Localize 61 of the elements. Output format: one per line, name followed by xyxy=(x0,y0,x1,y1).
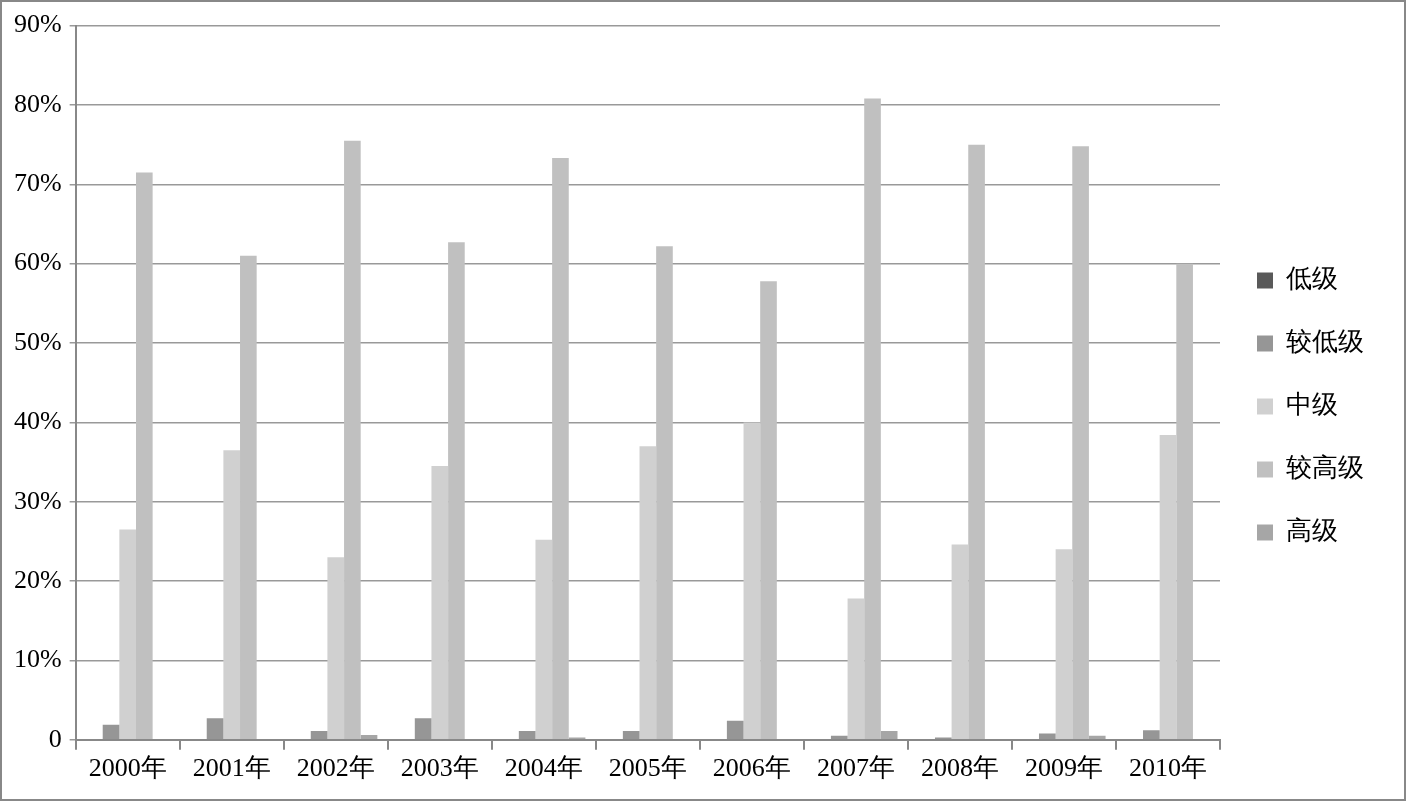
bar xyxy=(1038,733,1056,740)
bar xyxy=(968,144,985,740)
bar xyxy=(136,172,153,740)
bar xyxy=(1159,435,1177,740)
legend-label: 中级 xyxy=(1286,390,1338,420)
bar xyxy=(223,450,241,740)
bar xyxy=(119,529,136,740)
bar xyxy=(327,557,345,740)
bar xyxy=(743,422,761,740)
x-tick-label: 2007年 xyxy=(816,753,895,783)
legend-label: 低级 xyxy=(1286,264,1338,294)
x-tick-label: 2006年 xyxy=(712,753,791,783)
bar xyxy=(102,724,120,740)
x-tick-label: 2008年 xyxy=(920,753,999,783)
bar xyxy=(639,446,657,740)
x-tick-label: 2003年 xyxy=(400,753,479,783)
bar xyxy=(847,598,865,740)
x-tick-label: 2000年 xyxy=(88,753,167,783)
bar xyxy=(830,735,848,740)
y-tick-label: 30% xyxy=(13,485,62,515)
legend-label: 较低级 xyxy=(1286,327,1364,357)
bar xyxy=(1143,730,1160,740)
x-tick-label: 2001年 xyxy=(192,753,271,783)
bar xyxy=(448,242,465,740)
bar xyxy=(310,731,328,740)
y-tick-label: 90% xyxy=(13,9,62,39)
legend-label: 较高级 xyxy=(1286,453,1364,483)
bar xyxy=(622,731,640,740)
bar xyxy=(1055,549,1073,740)
bar xyxy=(1176,263,1193,740)
x-tick-label: 2002年 xyxy=(296,753,375,783)
bar xyxy=(518,731,536,740)
x-tick-label: 2005年 xyxy=(608,753,687,783)
y-tick-label: 20% xyxy=(13,564,62,594)
x-tick-label: 2004年 xyxy=(504,753,583,783)
y-tick-label: 0 xyxy=(48,723,62,753)
bar xyxy=(951,544,969,740)
bar xyxy=(760,281,777,740)
bar xyxy=(656,246,673,740)
bar xyxy=(1072,146,1089,740)
bar xyxy=(552,158,569,740)
bar xyxy=(1088,735,1106,740)
x-tick-label: 2010年 xyxy=(1128,753,1207,783)
y-tick-label: 60% xyxy=(13,247,62,277)
bar xyxy=(864,98,881,740)
x-tick-label: 2009年 xyxy=(1024,753,1103,783)
bar xyxy=(206,718,224,740)
bar xyxy=(880,731,898,740)
y-tick-label: 10% xyxy=(13,644,62,674)
bar xyxy=(344,140,361,740)
bar xyxy=(431,466,449,740)
bar xyxy=(414,718,432,740)
y-tick-label: 50% xyxy=(13,326,62,356)
bar xyxy=(360,735,378,740)
bar xyxy=(726,720,744,740)
y-tick-label: 80% xyxy=(13,88,62,118)
y-tick-label: 40% xyxy=(13,406,62,436)
legend-label: 高级 xyxy=(1286,516,1338,546)
y-tick-label: 70% xyxy=(13,168,62,198)
bar xyxy=(240,255,257,740)
bar xyxy=(535,539,553,740)
